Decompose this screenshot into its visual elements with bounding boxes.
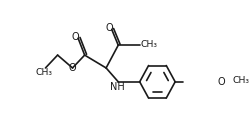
Text: CH₃: CH₃ (232, 76, 249, 85)
Text: O: O (216, 77, 224, 87)
Text: NH: NH (110, 82, 124, 92)
Text: O: O (105, 23, 112, 33)
Text: O: O (71, 32, 79, 42)
Text: O: O (68, 63, 76, 73)
Text: CH₃: CH₃ (35, 68, 52, 77)
Text: CH₃: CH₃ (140, 40, 157, 49)
